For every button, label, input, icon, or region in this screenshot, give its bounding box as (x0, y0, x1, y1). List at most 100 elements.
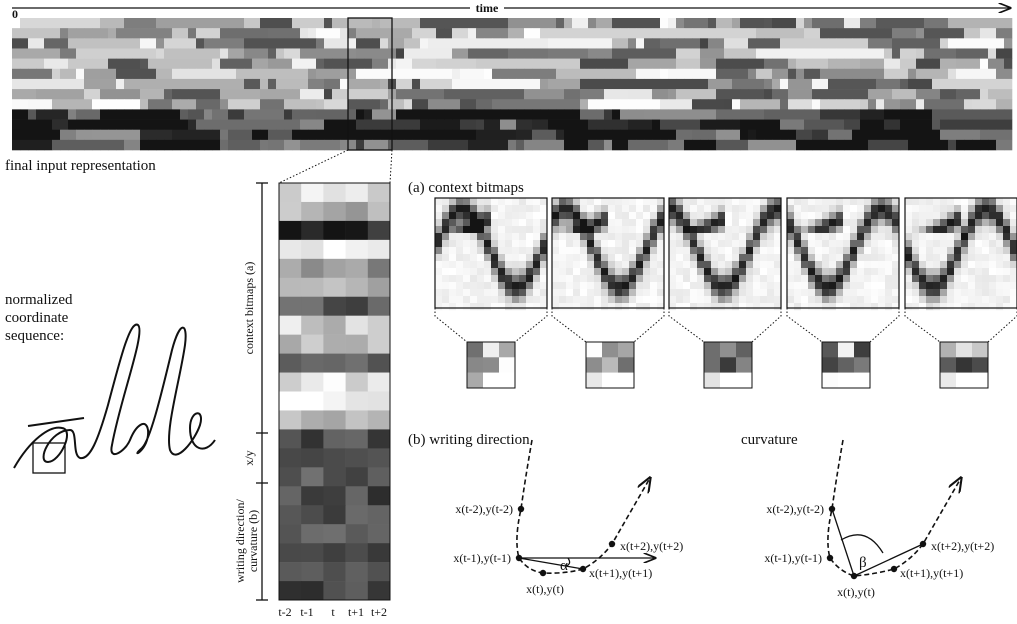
pixel (725, 296, 732, 303)
pixel (843, 233, 850, 240)
pixel (982, 233, 989, 240)
pixel (316, 28, 324, 38)
pixel (801, 261, 808, 268)
pixel (435, 254, 442, 261)
pixel (604, 130, 612, 140)
pixel (683, 233, 690, 240)
pixel (60, 79, 68, 89)
pixel (724, 28, 732, 38)
pixel (396, 140, 404, 150)
pixel (860, 59, 868, 69)
pixel (812, 120, 820, 130)
pixel (601, 219, 608, 226)
pixel (573, 205, 580, 212)
pixel (996, 282, 1003, 289)
pixel (44, 79, 52, 89)
pixel (669, 275, 676, 282)
pixel (12, 48, 20, 58)
pixel (975, 275, 982, 282)
pixel (36, 18, 44, 28)
pixel (84, 59, 92, 69)
pixel (864, 303, 871, 310)
pixel (601, 205, 608, 212)
pixel (900, 130, 908, 140)
pixel (844, 130, 852, 140)
pixel (428, 130, 436, 140)
pixel (36, 79, 44, 89)
pixel (836, 282, 843, 289)
pixel (956, 79, 964, 89)
pixel (961, 275, 968, 282)
pixel (346, 240, 369, 259)
pixel (844, 18, 852, 28)
pixel (988, 38, 996, 48)
pixel (732, 18, 740, 28)
pixel (608, 233, 615, 240)
pixel (476, 28, 484, 38)
pixel (828, 109, 836, 119)
pixel (524, 109, 532, 119)
pixel (746, 296, 753, 303)
pixel (836, 99, 844, 109)
pixel (124, 99, 132, 109)
pixel (580, 140, 588, 150)
pixel (772, 130, 780, 140)
pixel (972, 28, 980, 38)
pixel (508, 48, 516, 58)
pixel (767, 212, 774, 219)
pixel (442, 247, 449, 254)
pixel (279, 392, 302, 411)
pixel (968, 212, 975, 219)
pixel (540, 205, 547, 212)
pixel (573, 296, 580, 303)
pixel (332, 28, 340, 38)
pixel (718, 275, 725, 282)
pixel (652, 59, 660, 69)
pixel (629, 247, 636, 254)
pixel (753, 240, 760, 247)
pixel (905, 240, 912, 247)
pixel (753, 254, 760, 261)
pixel (164, 28, 172, 38)
pixel (964, 48, 972, 58)
pixel (1010, 289, 1017, 296)
pixel (919, 226, 926, 233)
pixel (732, 303, 739, 310)
pixel (284, 48, 292, 58)
pixel (892, 59, 900, 69)
pixel (148, 120, 156, 130)
pixel (44, 120, 52, 130)
pixel (767, 205, 774, 212)
pixel (868, 28, 876, 38)
pixel (526, 261, 533, 268)
pixel (812, 79, 820, 89)
pixel (884, 48, 892, 58)
pixel (412, 69, 420, 79)
pixel (164, 69, 172, 79)
pixel (968, 289, 975, 296)
pixel (468, 59, 476, 69)
pixel (444, 69, 452, 79)
pixel (533, 303, 540, 310)
pixel (228, 89, 236, 99)
pixel (871, 296, 878, 303)
pixel (684, 59, 692, 69)
pixel (260, 79, 268, 89)
pixel (794, 247, 801, 254)
pixel (140, 120, 148, 130)
pixel (725, 240, 732, 247)
pixel (580, 233, 587, 240)
pixel (612, 109, 620, 119)
pixel (644, 120, 652, 130)
pixel (368, 562, 391, 581)
pixel (660, 38, 668, 48)
pixel (484, 140, 492, 150)
pixel (556, 79, 564, 89)
pixel (20, 59, 28, 69)
pixel (884, 89, 892, 99)
pixel (732, 48, 740, 58)
pixel (512, 226, 519, 233)
pixel (228, 120, 236, 130)
pixel (801, 296, 808, 303)
pixel (787, 289, 794, 296)
